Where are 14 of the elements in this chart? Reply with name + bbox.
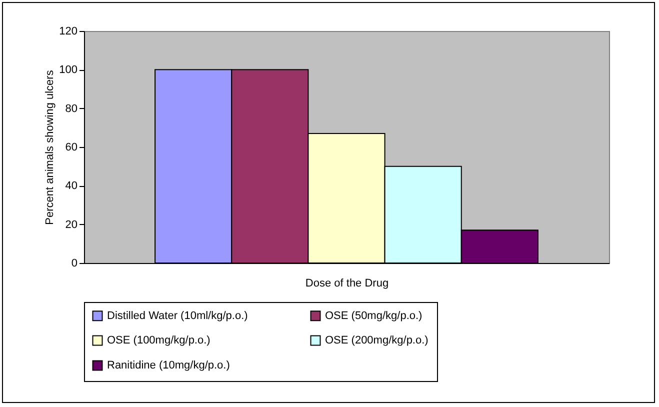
legend-label: OSE (50mg/kg/p.o.) [325, 310, 422, 322]
y-tick-label: 0 [71, 258, 78, 270]
legend-label: Distilled Water (10ml/kg/p.o.) [107, 310, 248, 322]
y-tick-label: 20 [65, 218, 78, 231]
legend-label: OSE (100mg/kg/p.o.) [107, 334, 210, 346]
y-tick-label: 40 [65, 180, 78, 192]
y-tick-label: 80 [65, 102, 78, 115]
legend-label: Ranitidine (10mg/kg/p.o.) [107, 360, 230, 372]
y-tick-label: 60 [65, 142, 78, 154]
y-axis-title: Percent animals showing ulcers [44, 70, 56, 225]
y-tick-label: 120 [59, 26, 78, 38]
x-axis-title: Dose of the Drug [305, 278, 389, 290]
y-tick-label: 100 [59, 64, 78, 76]
legend-label: OSE (200mg/kg/p.o.) [325, 334, 428, 346]
